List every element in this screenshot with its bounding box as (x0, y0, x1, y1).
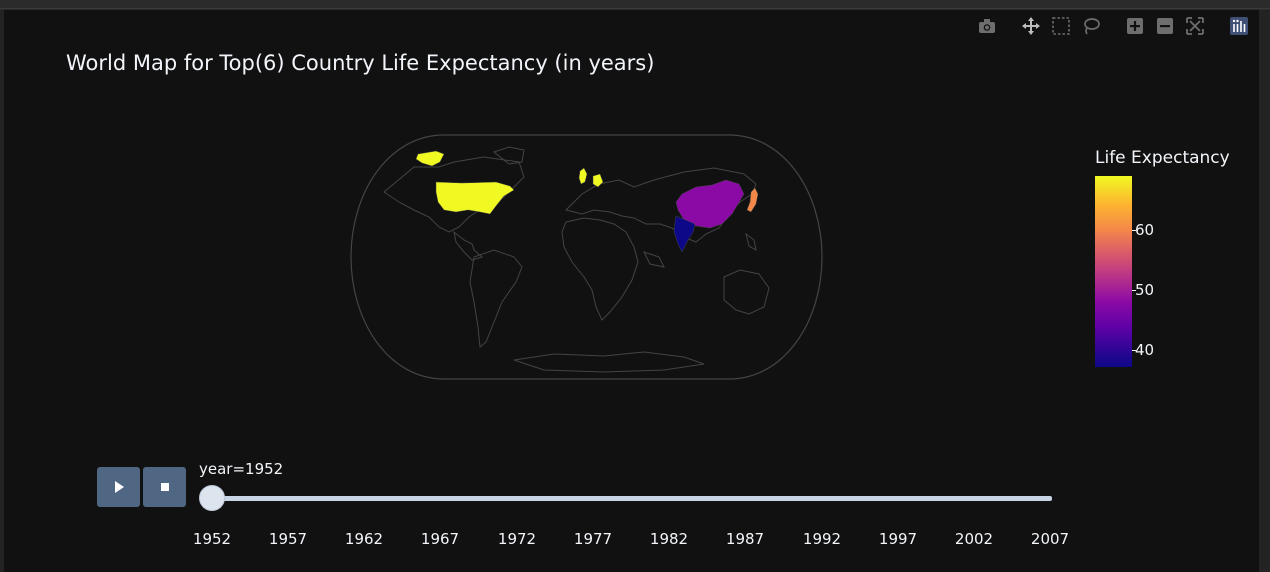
divider (0, 8, 1270, 9)
colorbar-tick-mark (1132, 230, 1136, 231)
play-button[interactable] (97, 467, 140, 507)
year-tick[interactable]: 1962 (344, 530, 384, 548)
map-frame (350, 134, 823, 380)
colorbar-tick-mark (1132, 290, 1136, 291)
year-slider-rail[interactable] (202, 496, 1052, 501)
colorbar-tick-50: 50 (1135, 281, 1155, 299)
browser-top-strip (0, 0, 1270, 10)
zoom-in-icon[interactable] (1123, 14, 1147, 38)
world-map[interactable] (344, 132, 829, 382)
year-tick[interactable]: 1967 (420, 530, 460, 548)
modebar (975, 14, 1251, 38)
stop-icon (160, 483, 169, 491)
box-select-icon[interactable] (1049, 14, 1073, 38)
country-united-states[interactable] (435, 181, 515, 215)
country-china[interactable] (675, 179, 745, 229)
year-tick[interactable]: 1997 (878, 530, 918, 548)
colorbar (1095, 176, 1132, 367)
country-canada[interactable] (415, 150, 445, 167)
colorbar-title: Life Expectancy (1095, 148, 1230, 168)
colorbar-tick-40: 40 (1135, 341, 1155, 359)
colorbar-tick-mark (1132, 350, 1136, 351)
zoom-out-icon[interactable] (1153, 14, 1177, 38)
camera-icon[interactable] (975, 14, 999, 38)
country-united-kingdom[interactable] (578, 167, 588, 185)
year-tick[interactable]: 1957 (268, 530, 308, 548)
slider-current-value: year=1952 (199, 460, 284, 478)
plotly-logo-icon[interactable] (1227, 14, 1251, 38)
year-tick-labels: 1952 1957 1962 1967 1972 1977 1982 1987 … (4, 530, 1259, 550)
stop-button[interactable] (143, 467, 186, 507)
highlighted-countries[interactable] (415, 150, 759, 253)
country-japan[interactable] (746, 187, 759, 213)
year-tick[interactable]: 1977 (573, 530, 613, 548)
year-tick[interactable]: 1987 (725, 530, 765, 548)
year-tick[interactable]: 2007 (1030, 530, 1070, 548)
year-tick[interactable]: 1982 (649, 530, 689, 548)
year-tick[interactable]: 1952 (192, 530, 232, 548)
year-slider-handle[interactable] (199, 485, 225, 511)
country-india[interactable] (673, 215, 696, 253)
lasso-icon[interactable] (1079, 14, 1103, 38)
year-tick[interactable]: 1972 (497, 530, 537, 548)
year-tick[interactable]: 1992 (802, 530, 842, 548)
colorbar-tick-60: 60 (1135, 221, 1155, 239)
plot-area[interactable]: World Map for Top(6) Country Life Expect… (4, 10, 1259, 572)
pan-icon[interactable] (1019, 14, 1043, 38)
year-tick[interactable]: 2002 (954, 530, 994, 548)
play-icon (114, 481, 124, 493)
chart-title: World Map for Top(6) Country Life Expect… (66, 51, 655, 75)
country-germany[interactable] (592, 173, 604, 188)
reset-view-icon[interactable] (1183, 14, 1207, 38)
